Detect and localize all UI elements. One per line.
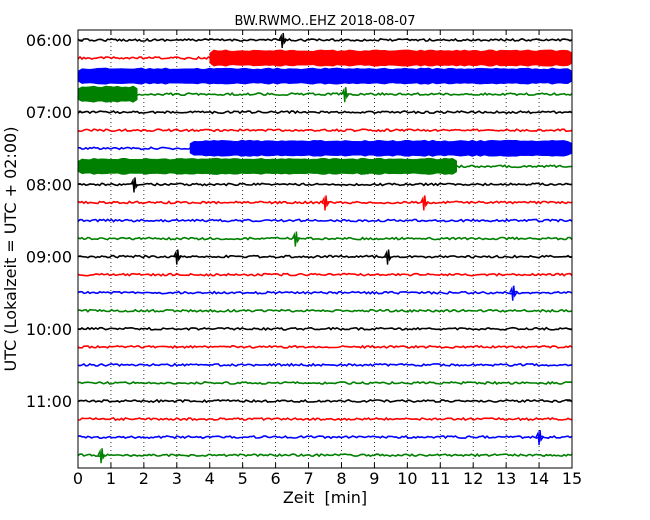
trace-baseline: [77, 326, 573, 331]
trace-baseline: [77, 110, 573, 115]
seismic-trace: [77, 326, 573, 331]
x-tick-label: 13: [496, 469, 516, 488]
x-tick-label: 3: [172, 469, 182, 488]
x-tick-label: 15: [562, 469, 582, 488]
trace-baseline: [77, 344, 573, 349]
trace-baseline: [77, 128, 573, 133]
x-tick-label: 0: [73, 469, 83, 488]
y-tick-label: 09:00: [26, 248, 72, 267]
trace-baseline: [77, 308, 573, 313]
seismic-trace: [77, 128, 573, 133]
trace-spike: [278, 32, 287, 49]
trace-baseline: [77, 272, 573, 277]
trace-spike: [341, 87, 350, 103]
y-tick-label: 11:00: [26, 392, 72, 411]
trace-baseline: [77, 91, 573, 97]
trace-spike: [364, 159, 373, 175]
plot-frame: [77, 29, 573, 469]
x-tick-label: 7: [303, 469, 313, 488]
trace-spike: [383, 249, 393, 265]
trace-burst: [189, 139, 573, 157]
x-tick-label: 1: [106, 469, 116, 488]
trace-spike: [173, 249, 182, 265]
x-tick-label: 6: [271, 469, 281, 488]
y-tick-label: 07:00: [26, 103, 72, 122]
seismic-trace: [77, 254, 573, 259]
trace-baseline: [77, 236, 573, 241]
y-tick-label: 06:00: [26, 31, 72, 50]
seismic-trace: [77, 398, 573, 404]
seismic-trace: [77, 380, 573, 386]
x-tick-label: 9: [369, 469, 379, 488]
trace-spike: [535, 430, 544, 446]
x-tick-label: 4: [205, 469, 215, 488]
trace-spike: [130, 177, 139, 193]
trace-baseline: [77, 380, 573, 386]
trace-baseline: [77, 452, 573, 458]
seismic-trace: [77, 139, 573, 157]
seismic-trace: [77, 218, 573, 223]
trace-burst: [209, 49, 573, 67]
seismic-trace: [77, 37, 573, 43]
trace-baseline: [77, 182, 573, 187]
x-tick-label: 11: [430, 469, 450, 488]
trace-baseline: [77, 37, 573, 43]
trace-baseline: [77, 254, 573, 259]
seismic-trace: [77, 110, 573, 115]
y-axis-ticks: 06:00 07:00 08:00 09:00 10:00 11:00: [26, 31, 572, 411]
y-axis-label: UTC (Lokalzeit = UTC + 02:00): [1, 127, 20, 372]
seismic-trace: [77, 49, 573, 67]
seismic-trace: [77, 308, 573, 313]
x-axis-label: Zeit [min]: [283, 488, 367, 507]
seismic-trace: [77, 236, 573, 241]
seismic-trace: [77, 416, 573, 422]
seismic-trace: [77, 452, 573, 458]
x-tick-label: 14: [529, 469, 549, 488]
x-tick-label: 12: [463, 469, 483, 488]
trace-burst: [77, 67, 573, 85]
seismic-trace: [77, 290, 573, 295]
y-tick-label: 10:00: [26, 320, 72, 339]
y-tick-label: 08:00: [26, 175, 72, 194]
seismic-trace: [77, 157, 572, 175]
trace-spike: [321, 195, 330, 211]
x-axis-ticks: 0 1 2 3 4 5 6 7 8 9 10 11 12 13 14 15: [73, 30, 582, 488]
trace-spike: [97, 448, 106, 464]
trace-spike: [291, 231, 300, 247]
trace-burst: [77, 157, 457, 175]
x-tick-label: 10: [397, 469, 417, 488]
x-tick-label: 2: [139, 469, 149, 488]
trace-group: [77, 32, 573, 464]
trace-baseline: [77, 435, 573, 440]
trace-baseline: [77, 398, 573, 404]
seismic-trace: [77, 435, 573, 440]
seismic-trace: [77, 344, 573, 349]
seismic-trace: [77, 182, 573, 187]
x-tick-label: 8: [336, 469, 346, 488]
trace-spike: [420, 195, 429, 211]
trace-baseline: [77, 290, 573, 295]
chart-title: BW.RWMO..EHZ 2018-08-07: [234, 14, 415, 29]
seismic-trace: [77, 85, 573, 103]
seismic-trace: [77, 67, 573, 85]
trace-baseline: [77, 416, 573, 422]
trace-baseline: [77, 362, 573, 368]
trace-baseline: [77, 218, 573, 223]
seismic-trace: [77, 362, 573, 368]
trace-burst: [77, 85, 138, 103]
x-tick-label: 5: [238, 469, 248, 488]
trace-spike: [509, 285, 518, 301]
seismic-trace: [77, 272, 573, 277]
